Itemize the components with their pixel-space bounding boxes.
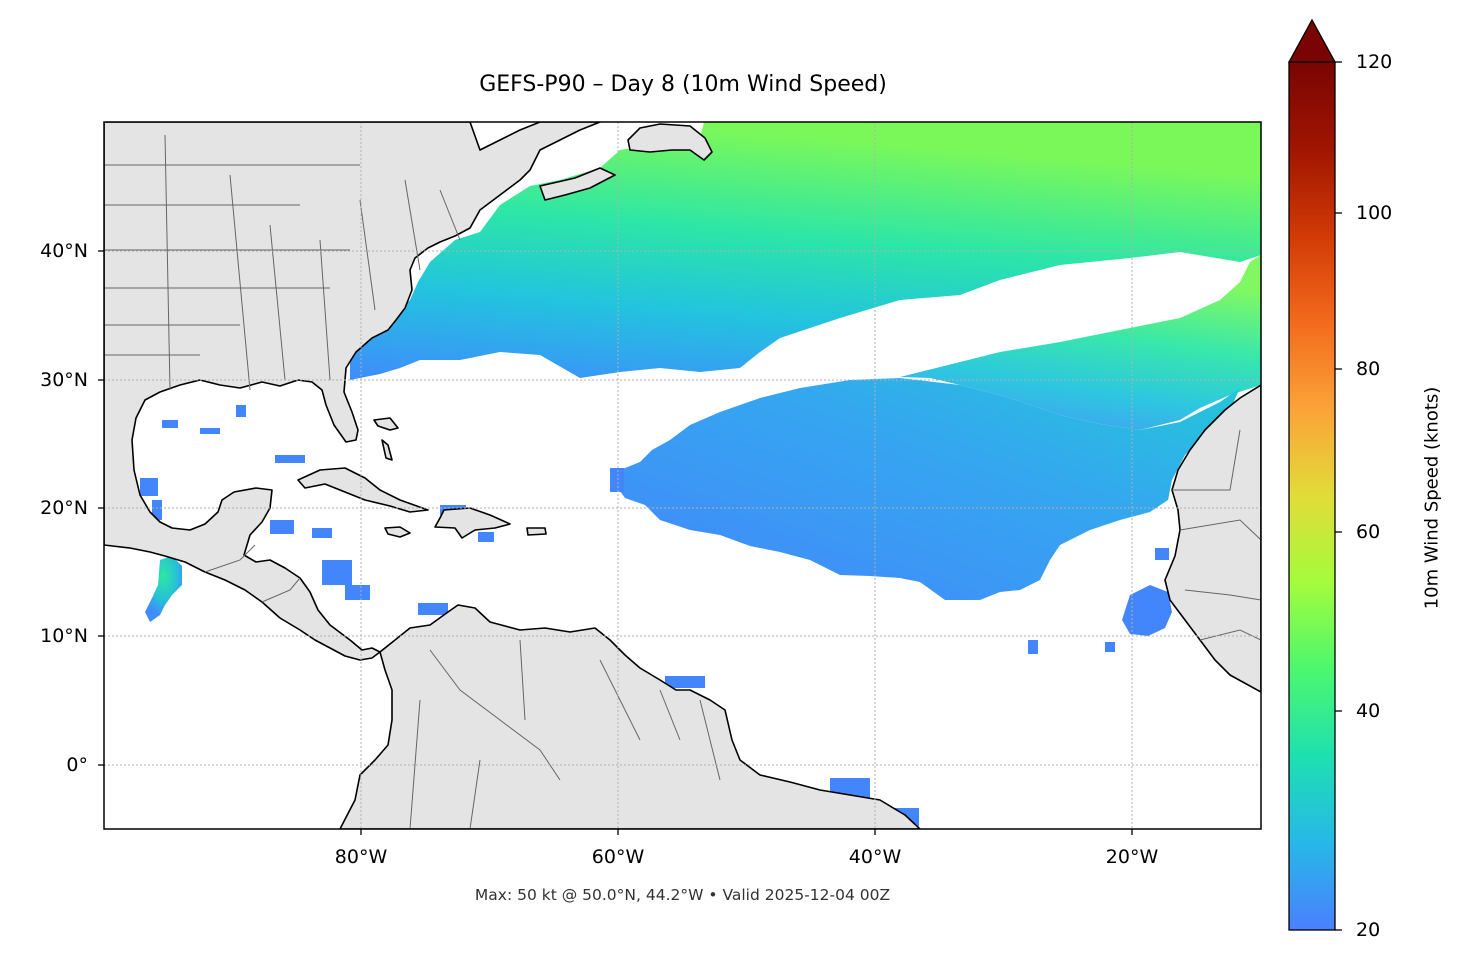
- colorbar-tick-label: 120: [1356, 51, 1393, 73]
- land-nova-scotia: [539, 167, 616, 201]
- y-tick-label: 0°: [66, 754, 88, 776]
- map-panel: [104, 122, 1261, 829]
- colorbar-bar: [1288, 61, 1336, 931]
- y-tick-label: 10°N: [40, 625, 88, 647]
- colorbar-label: 10m Wind Speed (knots): [1421, 386, 1443, 610]
- land-hispaniola: [434, 507, 511, 539]
- colorbar-tick-label: 40: [1356, 700, 1381, 722]
- colorbar-tick-label: 60: [1356, 521, 1381, 543]
- graticule: [104, 122, 1261, 829]
- land: [104, 122, 1261, 829]
- land-africa: [1164, 384, 1261, 693]
- x-tick-label: 80°W: [334, 846, 388, 868]
- colorbar: [1287, 18, 1342, 931]
- y-tick-label: 40°N: [40, 240, 88, 262]
- wind-band-east-atlantic: [900, 255, 1261, 430]
- chart-title: GEFS-P90 – Day 8 (10m Wind Speed): [479, 72, 887, 97]
- x-tick-label: 20°W: [1105, 846, 1159, 868]
- y-tick-label: 20°N: [40, 497, 88, 519]
- map-frame: [103, 121, 1262, 830]
- wind-patches-caribbean: [140, 405, 1169, 826]
- max-value-caption: Max: 50 kt @ 50.0°N, 44.2°W • Valid 2025…: [474, 886, 891, 904]
- wind-jet-tehuantepec: [145, 556, 182, 622]
- land-newfoundland: [627, 123, 713, 161]
- colorbar-tick-label: 80: [1356, 358, 1381, 380]
- colorbar-tick-marks: [1335, 61, 1342, 931]
- land-north-america: [104, 122, 601, 661]
- colorbar-tick-label: 100: [1356, 202, 1393, 224]
- land-puerto-rico: [526, 527, 547, 536]
- land-south-america: [339, 604, 921, 829]
- y-tick-label: 30°N: [40, 369, 88, 391]
- wind-patch-west-africa: [1122, 585, 1172, 636]
- political-borders: [104, 134, 1261, 829]
- colorbar-tick-label: 20: [1356, 919, 1381, 941]
- axis-tick-marks: [98, 250, 1133, 835]
- land-jamaica: [384, 526, 411, 538]
- land-bahamas: [373, 417, 399, 461]
- land-cuba: [297, 467, 429, 513]
- wind-band-trades: [612, 378, 1240, 600]
- x-tick-label: 60°W: [591, 846, 645, 868]
- x-tick-label: 40°W: [848, 846, 902, 868]
- colorbar-extend-arrow: [1287, 18, 1337, 63]
